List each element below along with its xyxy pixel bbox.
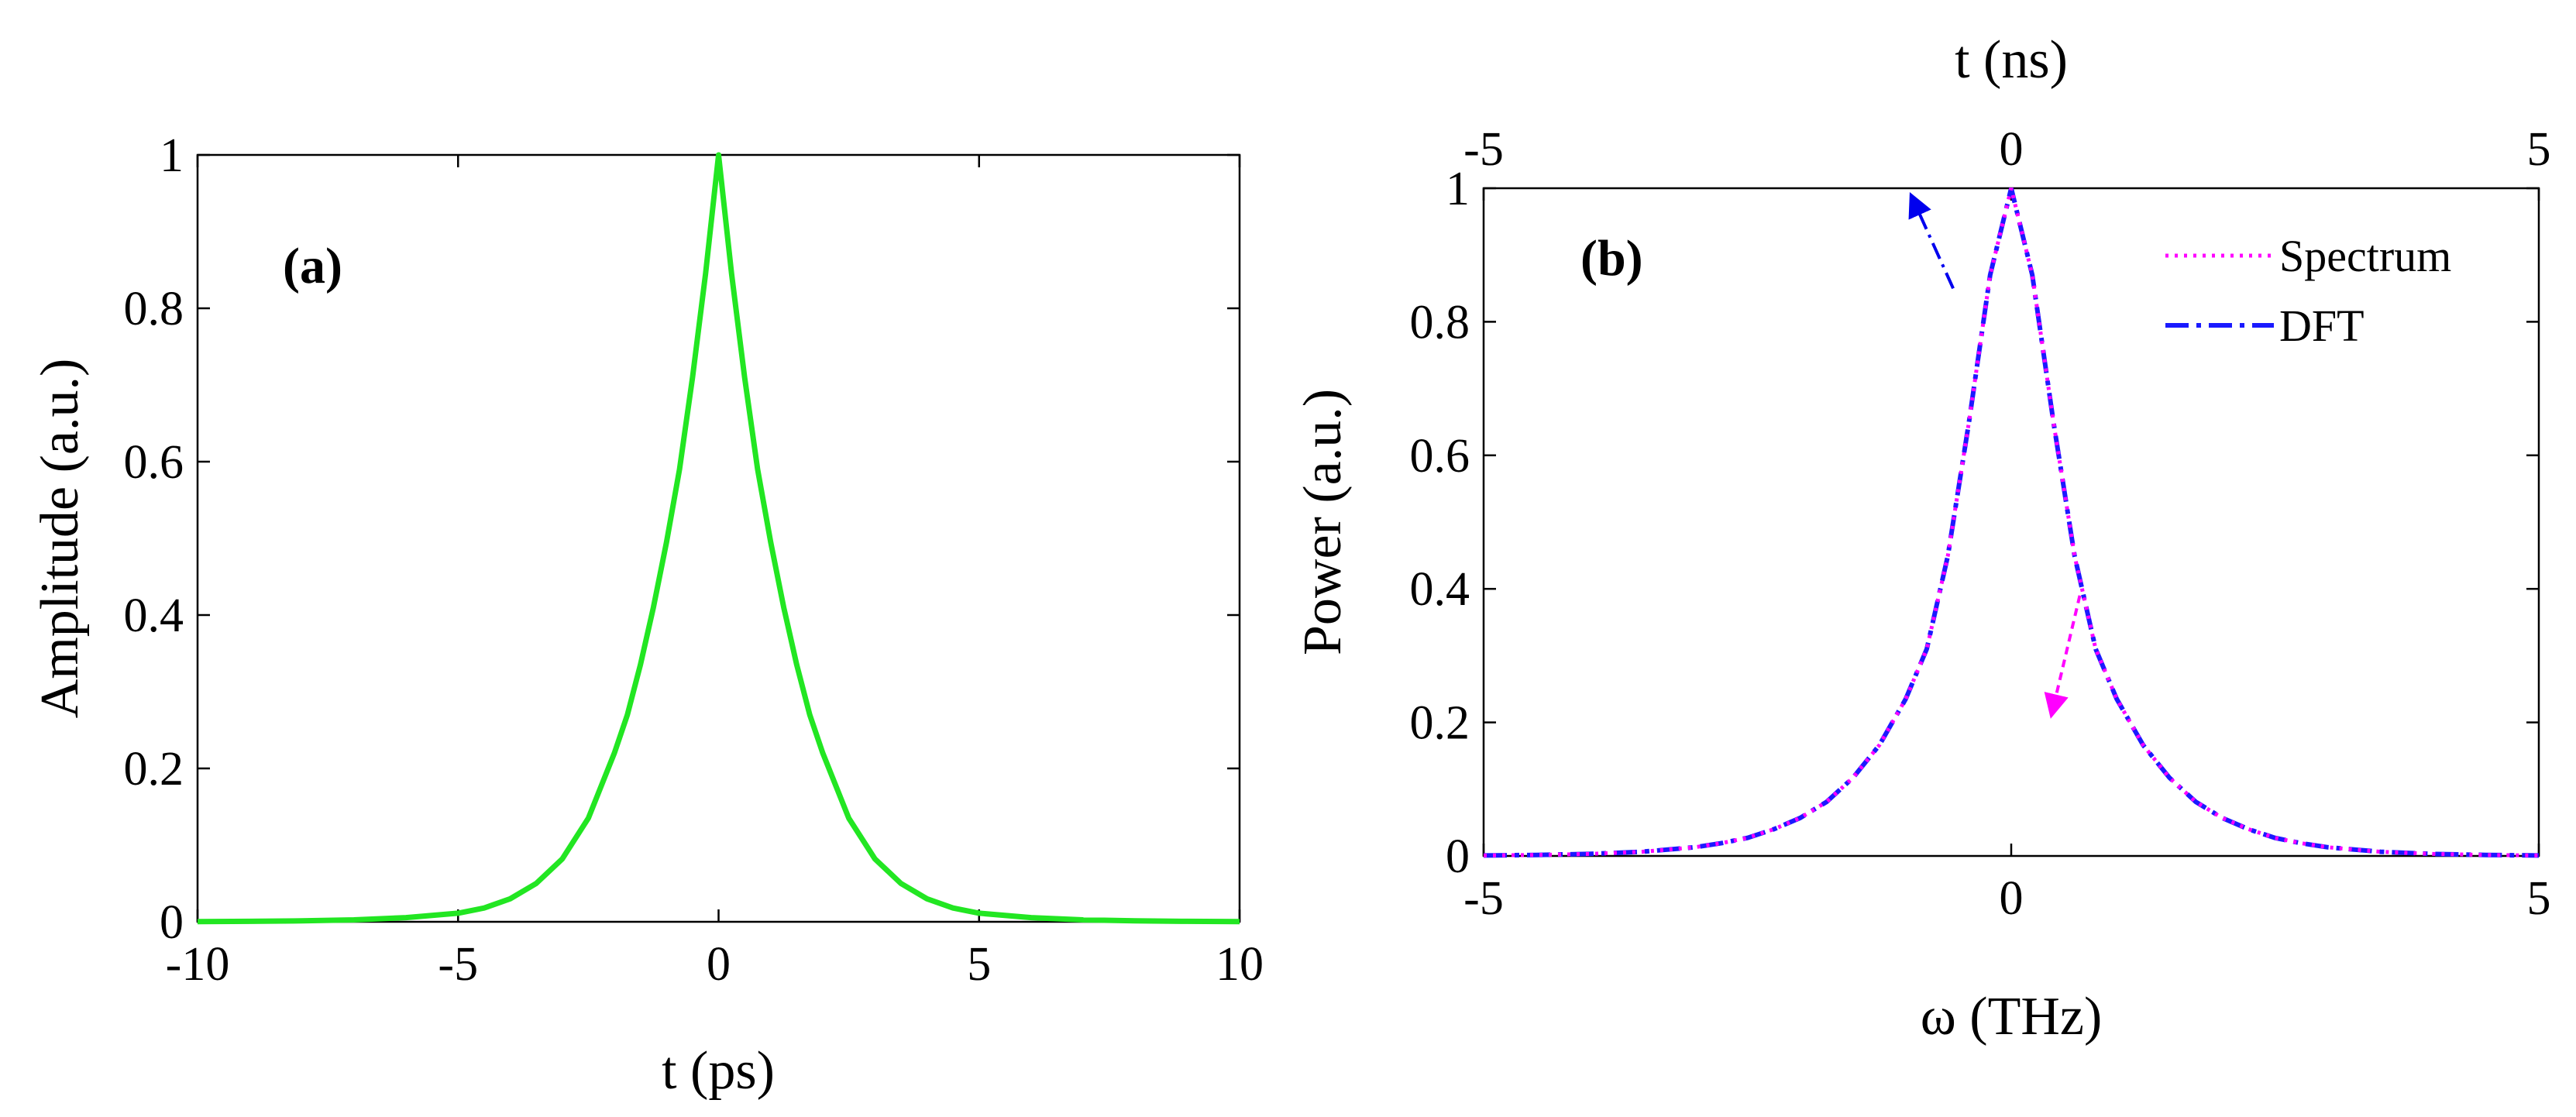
spectrum-line bbox=[1483, 187, 2540, 858]
panel-b: -5 0 5-5 0 500.20.40.60.81 (b) Spectrum DFT … bbox=[1293, 30, 2551, 1047]
panel-a-y-axis-label: Amplitude (a.u.) bbox=[30, 359, 90, 719]
panel-b-xtick-label: 5 bbox=[2527, 872, 2551, 925]
panel-b-ytick-label: 1 bbox=[1446, 163, 1470, 215]
legend-spectrum-label: Spectrum bbox=[2279, 231, 2451, 281]
panel-b-x2tick-label: 5 bbox=[2527, 123, 2551, 176]
panel-b-xtick-label: 0 bbox=[2000, 872, 2024, 925]
panel-a-xtick-label: -5 bbox=[438, 938, 478, 991]
panel-b-y-axis-label: Power (a.u.) bbox=[1293, 389, 1353, 655]
panel-b-xtick-label: -5 bbox=[1463, 872, 1504, 925]
panel-a-label: (a) bbox=[283, 238, 342, 294]
legend: Spectrum DFT bbox=[2165, 231, 2451, 351]
panel-a-ytick-label: 1 bbox=[160, 129, 184, 182]
panel-b-ytick-label: 0.8 bbox=[1410, 296, 1470, 349]
panel-b-ytick-label: 0 bbox=[1446, 830, 1470, 883]
panel-b-ytick-label: 0.4 bbox=[1410, 563, 1470, 616]
panel-b-label: (b) bbox=[1580, 230, 1643, 287]
panel-a-x-axis-label: t (ps) bbox=[662, 1041, 775, 1101]
panel-a-xtick-label: 0 bbox=[707, 938, 731, 991]
panel-a-xtick-label: -10 bbox=[166, 938, 230, 991]
panel-b-x-axis-label: ω (THz) bbox=[1921, 987, 2103, 1047]
panel-a-ytick-label: 0.4 bbox=[124, 589, 184, 642]
panel-a-ticks: -10 -5 0 5 10 0 0.2 0.4 0.6 0.8 1 bbox=[124, 129, 1264, 991]
panel-b-top-axis-label: t (ns) bbox=[1955, 30, 2068, 90]
panel-b-ticks: -5 0 5-5 0 500.20.40.60.81 bbox=[1410, 123, 2551, 925]
panel-a-ytick-label: 0 bbox=[160, 896, 184, 949]
panel-b-ytick-label: 0.2 bbox=[1410, 697, 1470, 750]
panel-a-ytick-label: 0.6 bbox=[124, 436, 184, 489]
panel-b-ytick-label: 0.6 bbox=[1410, 430, 1470, 483]
panel-a-xtick-label: 10 bbox=[1216, 938, 1264, 991]
spectrum-axis-arrow bbox=[2044, 595, 2082, 719]
panel-a-ytick-label: 0.2 bbox=[124, 743, 184, 796]
panel-a-xtick-label: 5 bbox=[967, 938, 991, 991]
amplitude-line bbox=[197, 152, 1240, 925]
dft-axis-arrow bbox=[1908, 191, 1955, 290]
panel-a: -10 -5 0 5 10 0 0.2 0.4 0.6 0.8 1 (a) t (ps) Ampli… bbox=[30, 129, 1264, 1101]
panel-b-plot-frame bbox=[1482, 187, 2540, 858]
dft-line bbox=[1483, 187, 2540, 858]
panel-b-x2tick-label: -5 bbox=[1463, 123, 1504, 176]
panel-a-ytick-label: 0.8 bbox=[124, 283, 184, 335]
legend-dft-label: DFT bbox=[2279, 301, 2364, 351]
panel-a-plot-frame bbox=[196, 153, 1241, 923]
panel-b-x2tick-label: 0 bbox=[2000, 123, 2024, 176]
